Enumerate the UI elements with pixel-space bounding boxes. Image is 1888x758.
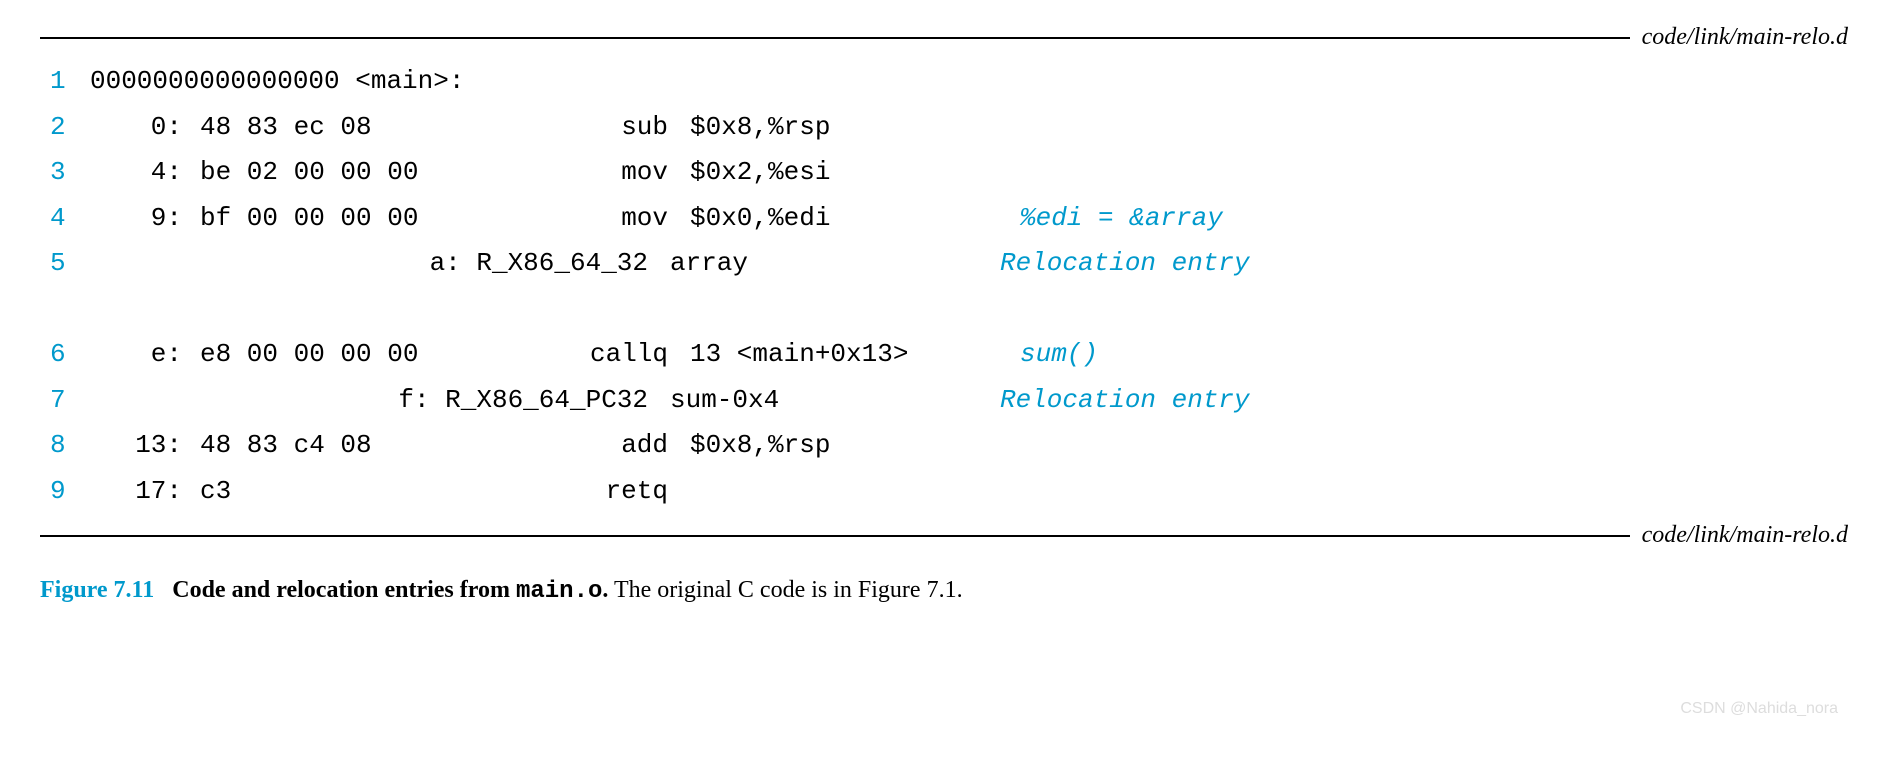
comment: sum() [1020, 332, 1098, 378]
bytes: bf 00 00 00 00 [200, 196, 560, 242]
listing-header-text: 0000000000000000 <main>: [90, 59, 560, 105]
line-number: 2 [40, 105, 90, 151]
address: 13: [90, 423, 200, 469]
line-number: 5 [40, 241, 90, 287]
mnemonic: mov [560, 150, 690, 196]
relocation-symbol: sum-0x4 [670, 378, 1000, 424]
mnemonic: callq [560, 332, 690, 378]
listing-header-row: 1 0000000000000000 <main>: [40, 59, 1848, 105]
operands: $0x0,%edi [690, 196, 1020, 242]
operands: $0x2,%esi [690, 150, 1020, 196]
comment: Relocation entry [1000, 241, 1250, 287]
line-number: 4 [40, 196, 90, 242]
address: 4: [90, 150, 200, 196]
watermark: CSDN @Nahida_nora [1680, 700, 1838, 718]
blank-row [40, 287, 1848, 333]
file-path-top: code/link/main-relo.d [1630, 24, 1848, 51]
relocation-row: 5 a: R_X86_64_32 array Relocation entry [40, 241, 1848, 287]
bytes: c3 [200, 469, 560, 515]
relocation-row: 7 f: R_X86_64_PC32 sum-0x4 Relocation en… [40, 378, 1848, 424]
relocation-type: f: R_X86_64_PC32 [200, 378, 670, 424]
address: e: [90, 332, 200, 378]
code-row: 4 9: bf 00 00 00 00 mov $0x0,%edi %edi =… [40, 196, 1848, 242]
code-row: 3 4: be 02 00 00 00 mov $0x2,%esi [40, 150, 1848, 196]
code-row: 2 0: 48 83 ec 08 sub $0x8,%rsp [40, 105, 1848, 151]
comment: Relocation entry [1000, 378, 1250, 424]
line-number: 7 [40, 378, 90, 424]
code-row: 8 13: 48 83 c4 08 add $0x8,%rsp [40, 423, 1848, 469]
mnemonic: retq [560, 469, 690, 515]
operands: 13 <main+0x13> [690, 332, 1020, 378]
line-number: 8 [40, 423, 90, 469]
relocation-type: a: R_X86_64_32 [200, 241, 670, 287]
bytes: e8 00 00 00 00 [200, 332, 560, 378]
address [90, 378, 200, 424]
caption-title-mono: main.o [516, 578, 602, 605]
operands [690, 469, 1020, 515]
address: 17: [90, 469, 200, 515]
bytes: 48 83 ec 08 [200, 105, 560, 151]
rule-line [40, 37, 1630, 39]
mnemonic: mov [560, 196, 690, 242]
bottom-rule: code/link/main-relo.d [40, 522, 1848, 549]
code-listing: 1 0000000000000000 <main>: 2 0: 48 83 ec… [40, 55, 1848, 518]
relocation-symbol: array [670, 241, 1000, 287]
file-path-bottom: code/link/main-relo.d [1630, 522, 1848, 549]
operands: $0x8,%rsp [690, 423, 1020, 469]
line-number: 3 [40, 150, 90, 196]
line-number: 1 [40, 59, 90, 105]
mnemonic: sub [560, 105, 690, 151]
figure-caption: Figure 7.11 Code and relocation entries … [40, 577, 1848, 605]
comment: %edi = &array [1020, 196, 1223, 242]
top-rule: code/link/main-relo.d [40, 24, 1848, 51]
line-number: 6 [40, 332, 90, 378]
mnemonic: add [560, 423, 690, 469]
code-row: 9 17: c3 retq [40, 469, 1848, 515]
caption-sentence: The original C code is in Figure 7.1. [608, 577, 962, 603]
address: 0: [90, 105, 200, 151]
caption-title-pre: Code and relocation entries from [172, 577, 516, 603]
address [90, 241, 200, 287]
bytes: be 02 00 00 00 [200, 150, 560, 196]
address: 9: [90, 196, 200, 242]
code-row: 6 e: e8 00 00 00 00 callq 13 <main+0x13>… [40, 332, 1848, 378]
line-number: 9 [40, 469, 90, 515]
rule-line [40, 535, 1630, 537]
figure-label: Figure 7.11 [40, 577, 154, 603]
bytes: 48 83 c4 08 [200, 423, 560, 469]
operands: $0x8,%rsp [690, 105, 1020, 151]
